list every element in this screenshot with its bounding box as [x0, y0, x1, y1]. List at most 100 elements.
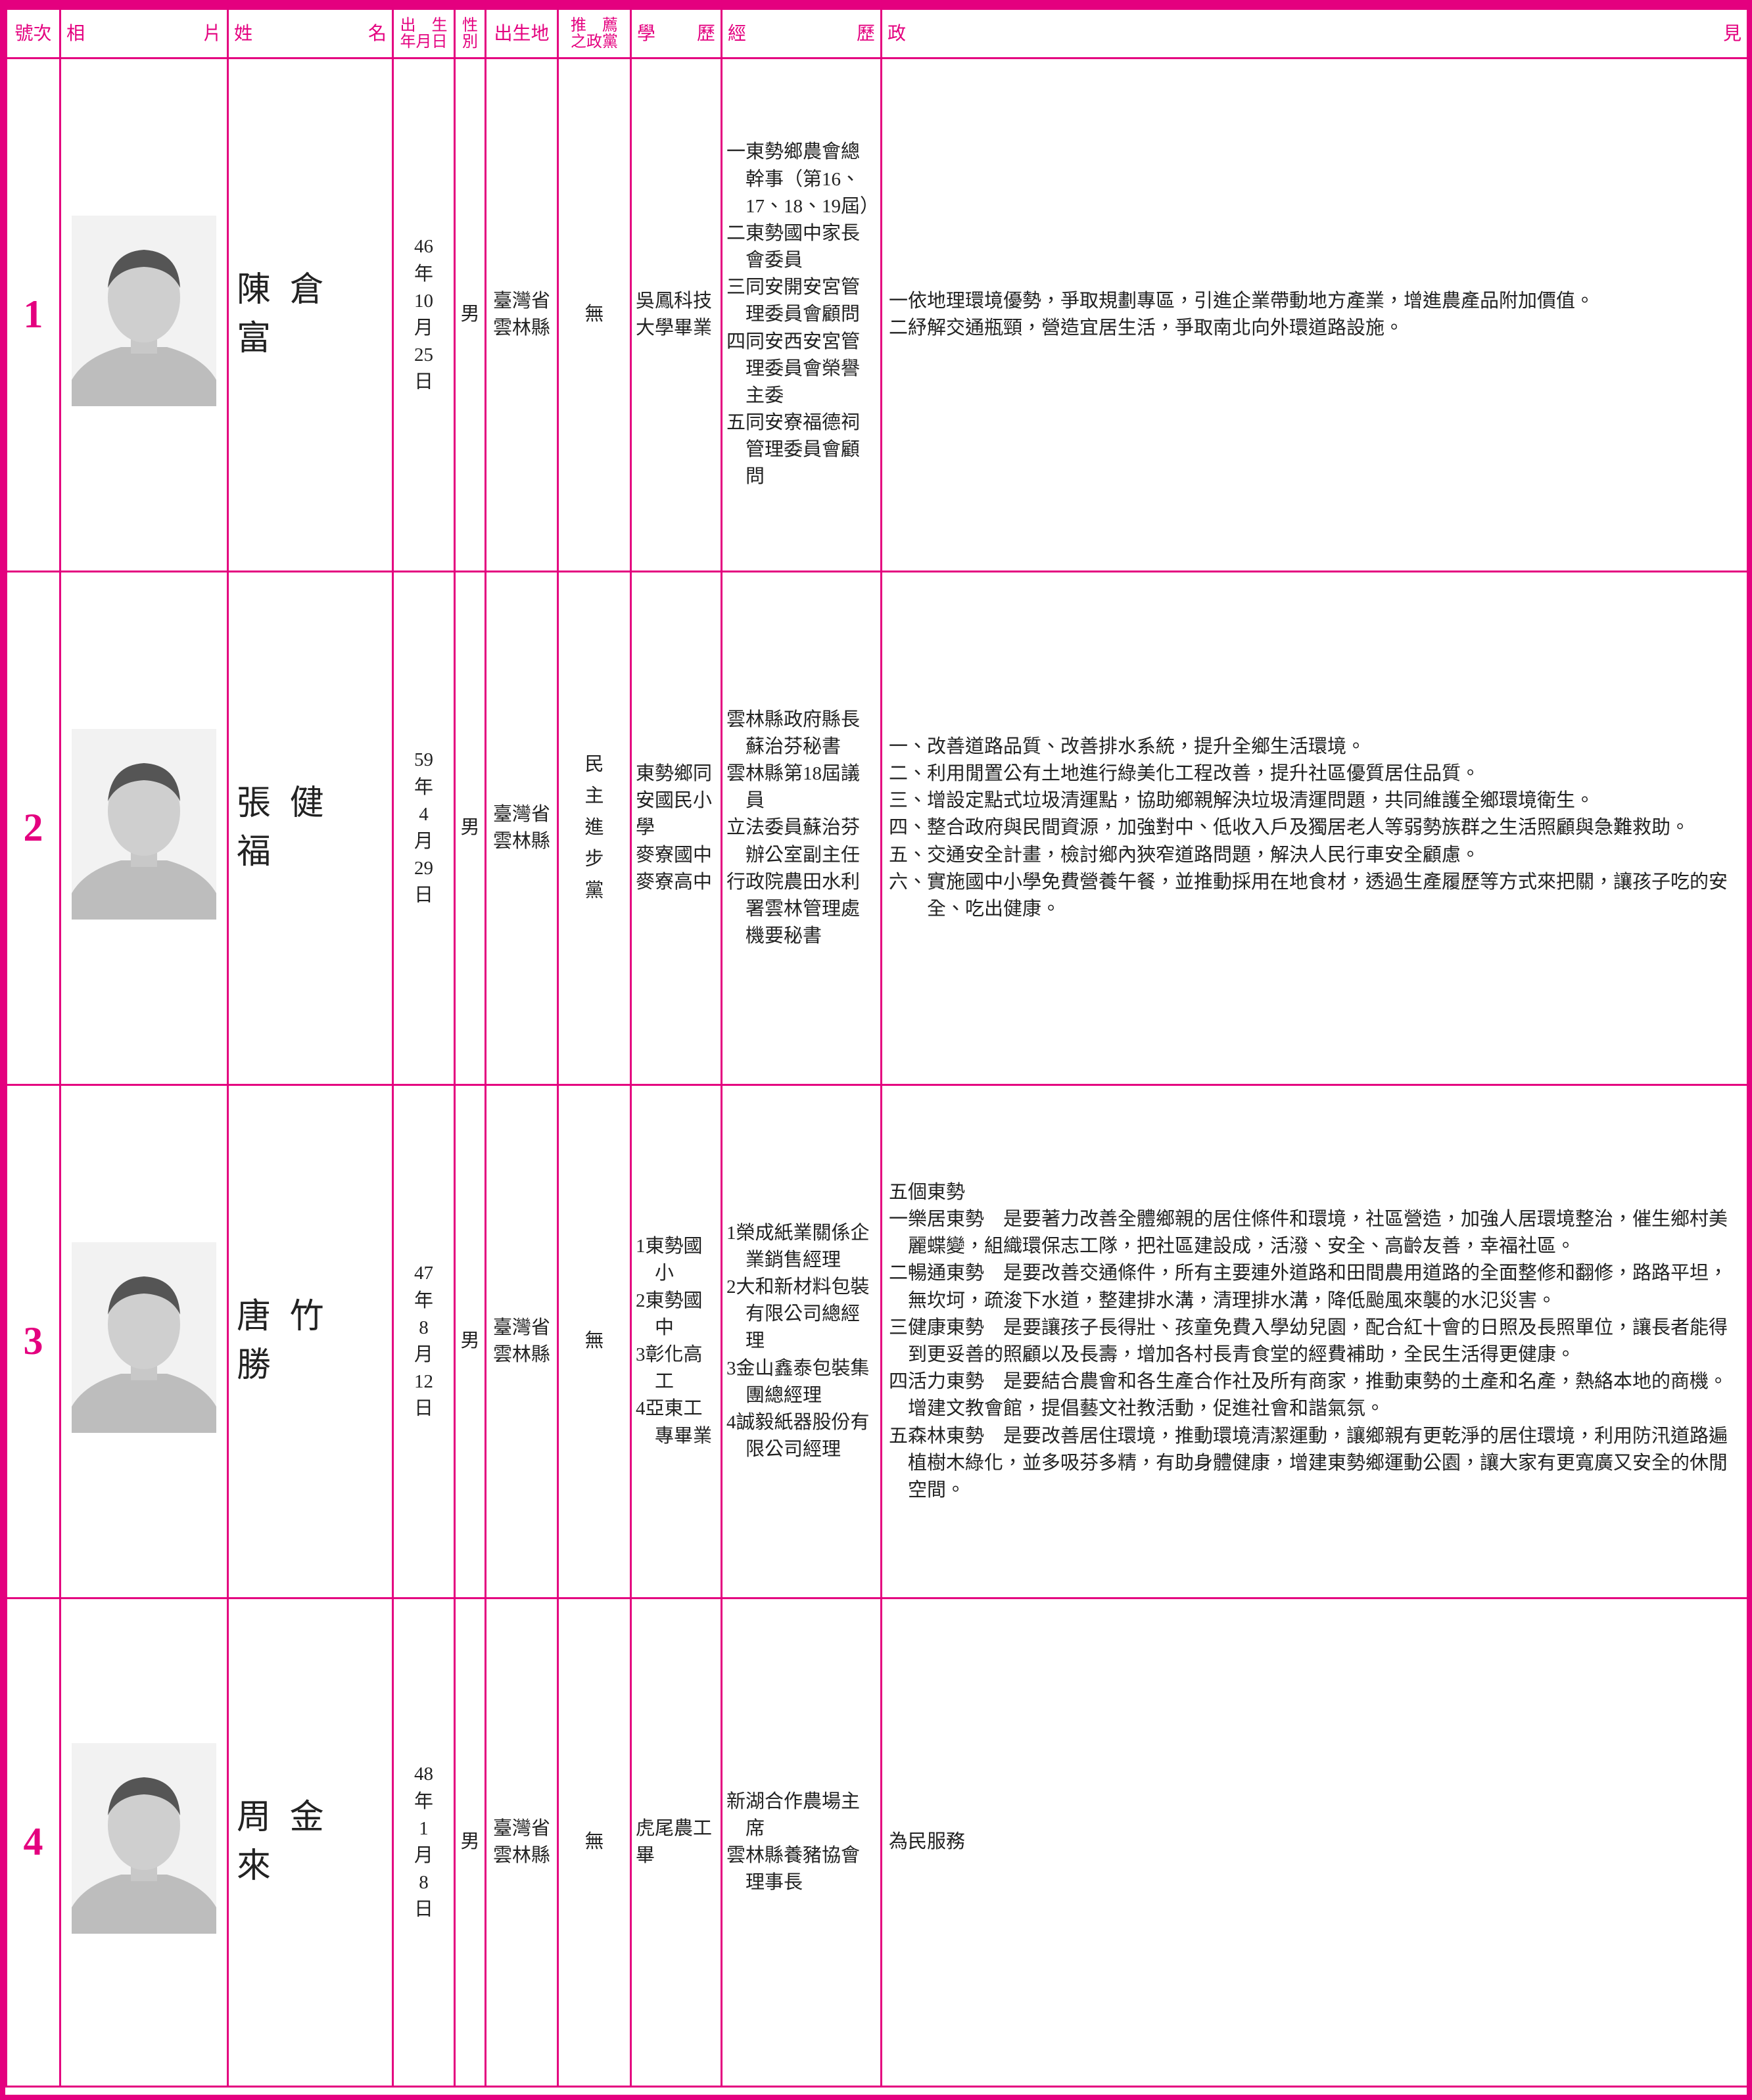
birth-part: 日 [414, 1899, 433, 1921]
education-item: 2東勢國中 [636, 1290, 703, 1338]
experience-item: 雲林縣養豬協會理事長 [726, 1845, 861, 1894]
platform-heading: 五個東勢 [889, 1181, 966, 1203]
birthplace: 臺灣省 雲林縣 [485, 571, 559, 1086]
birth-date: 47 年 8 月 12 日 [392, 1084, 456, 1599]
experience-item: 雲林縣政府縣長蘇治芬秘書 [726, 709, 861, 757]
platform-item: 六、實施國中小學免費營養午餐，並推動採用在地食材，透過生產履歷等方式來把關，讓孩… [889, 871, 1728, 920]
birth-part: 日 [414, 885, 433, 906]
photo [72, 215, 216, 406]
photo-cell [59, 571, 229, 1086]
birthplace-line: 雲林縣 [492, 317, 550, 338]
candidate-name: 周金來 [227, 1597, 394, 2088]
header-label: 相 片 [66, 23, 222, 44]
education-item: 麥寮高中 [636, 871, 713, 893]
header-cell: 推 薦之政黨 [557, 8, 632, 59]
education-item: 虎尾農工畢 [636, 1817, 713, 1866]
education: 1東勢國小 2東勢國中 3彰化高工 4亞東工專畢業 [630, 1084, 722, 1599]
platform-item: 三、增設定點式垃圾清運點，協助鄉親解決垃圾清運問題，共同維護全鄉環境衛生。 [889, 790, 1595, 812]
birth-date: 59 年 4 月 29 日 [392, 571, 456, 1086]
birthplace-line: 雲林縣 [492, 1344, 550, 1365]
header-cell: 出 生年月日 [392, 8, 456, 59]
header-cell: 性別 [454, 8, 486, 59]
platform-item: 一樂居東勢 是要著力改善全體鄉親的居住條件和環境，社區營造，加強人居環境整治，催… [889, 1209, 1728, 1257]
birth-date: 46 年 10 月 25 日 [392, 57, 456, 572]
gender: 男 [454, 1084, 486, 1599]
photo [72, 728, 216, 920]
photo [72, 1242, 216, 1433]
party-cell: 民主進步黨 [557, 571, 632, 1086]
candidate-name: 張健福 [227, 571, 394, 1086]
education-item: 4亞東工專畢業 [636, 1398, 713, 1447]
education-item: 東勢鄉同安國民小學 [636, 763, 713, 839]
party: 無 [584, 1330, 604, 1352]
experience-item: 3金山鑫泰包裝集團總經理 [726, 1357, 870, 1406]
platform-item: 為民服務 [889, 1831, 966, 1853]
education: 虎尾農工畢 [630, 1597, 722, 2088]
birth-part: 59 [414, 749, 433, 771]
platform-item: 四、整合政府與民間資源，加強對中、低收入戶及獨居老人等弱勢族群之生活照顧與急難救… [889, 817, 1690, 839]
experience-item: 立法委員蘇治芬辦公室副主任 [726, 817, 861, 866]
party: 無 [584, 304, 604, 325]
header-label: 號次 [14, 23, 52, 44]
birth-part: 48 [414, 1763, 433, 1785]
header-label: 學 歷 [637, 23, 715, 44]
photo [72, 1742, 216, 1934]
candidate-row: 2 張健福 59 年 4 月 29 日男臺灣省 雲林縣 民主進步黨 東勢鄉同安國民小學 麥寮國中 麥寮… [5, 571, 1749, 1086]
experience-item: 五同安寮福德祠管理委員會顧問 [726, 412, 861, 488]
experience-item: 雲林縣第18屆議員 [726, 763, 861, 812]
platform-item: 二、利用閒置公有土地進行綠美化工程改善，提升社區優質居住品質。 [889, 763, 1480, 785]
birth-part: 月 [414, 831, 433, 852]
header-label: 年月日 [400, 33, 448, 51]
experience-item: 三同安開安宮管理委員會顧問 [726, 277, 861, 325]
birth-part: 月 [414, 317, 433, 338]
candidate-number: 4 [5, 1597, 61, 2088]
birth-part: 25 [414, 344, 433, 366]
experience: 新湖合作農場主席 雲林縣養豬協會理事長 [721, 1597, 882, 2088]
platform: 一依地理環境優勢，爭取規劃專區，引進企業帶動地方產業，增進農產品附加價值。 二紓解… [880, 57, 1749, 572]
experience-item: 2大和新材料包裝有限公司總經理 [726, 1276, 870, 1352]
experience-item: 4誠毅紙器股份有限公司經理 [726, 1411, 870, 1460]
experience: 雲林縣政府縣長蘇治芬秘書 雲林縣第18屆議員 立法委員蘇治芬辦公室副主任 行政院農田水… [721, 571, 882, 1086]
birth-part: 年 [414, 263, 433, 285]
birth-part: 年 [414, 776, 433, 798]
header-cell: 相 片 [59, 8, 229, 59]
header-cell: 姓 名 [227, 8, 394, 59]
birth-date: 48 年 1 月 8 日 [392, 1597, 456, 2088]
photo-cell [59, 1597, 229, 2088]
gender: 男 [454, 1597, 486, 2088]
header-cell: 經 歷 [721, 8, 882, 59]
birthplace: 臺灣省 雲林縣 [485, 1084, 559, 1599]
header-label: 出 生 [400, 16, 448, 34]
birth-part: 12 [414, 1371, 433, 1393]
birthplace-line: 雲林縣 [492, 1845, 550, 1866]
birthplace-line: 臺灣省 [492, 1817, 550, 1839]
platform-item: 二紓解交通瓶頸，營造宜居生活，爭取南北向外環道路設施。 [889, 317, 1404, 338]
birth-part: 4 [419, 803, 429, 825]
header-cell: 號次 [5, 8, 61, 59]
birthplace-line: 臺灣省 [492, 1317, 550, 1338]
party: 民主進步黨 [584, 754, 604, 901]
platform-item: 四活力東勢 是要結合農會和各生產合作社及所有商家，推動東勢的土產和名產，熱絡本地… [889, 1371, 1728, 1420]
header-label: 政 見 [888, 23, 1741, 44]
platform-item: 一依地理環境優勢，爭取規劃專區，引進企業帶動地方產業，增進農產品附加價值。 [889, 290, 1595, 312]
birth-part: 年 [414, 1790, 433, 1812]
education-item: 吳鳳科技大學畢業 [636, 290, 713, 338]
experience-item: 四同安西安宮管理委員會榮譽主委 [726, 331, 861, 406]
candidate-name: 陳倉富 [227, 57, 394, 572]
photo-cell [59, 57, 229, 572]
birthplace-line: 雲林縣 [492, 831, 550, 852]
candidate-name: 唐竹勝 [227, 1084, 394, 1599]
candidate-number: 1 [5, 57, 61, 572]
gender: 男 [454, 57, 486, 572]
birth-part: 10 [414, 290, 433, 312]
education: 東勢鄉同安國民小學 麥寮國中 麥寮高中 [630, 571, 722, 1086]
party-cell: 無 [557, 1597, 632, 2088]
birth-part: 日 [414, 1398, 433, 1420]
platform-item: 五、交通安全計畫，檢討鄉內狹窄道路問題，解決人民行車安全顧慮。 [889, 844, 1480, 866]
party: 無 [584, 1831, 604, 1853]
platform-item: 五森林東勢 是要改善居住環境，推動環境清潔運動，讓鄉親有更乾淨的居住環境，利用防… [889, 1425, 1728, 1501]
party-cell: 無 [557, 57, 632, 572]
header-label: 別 [462, 33, 478, 51]
birth-part: 8 [419, 1872, 429, 1894]
birth-part: 47 [414, 1263, 433, 1284]
